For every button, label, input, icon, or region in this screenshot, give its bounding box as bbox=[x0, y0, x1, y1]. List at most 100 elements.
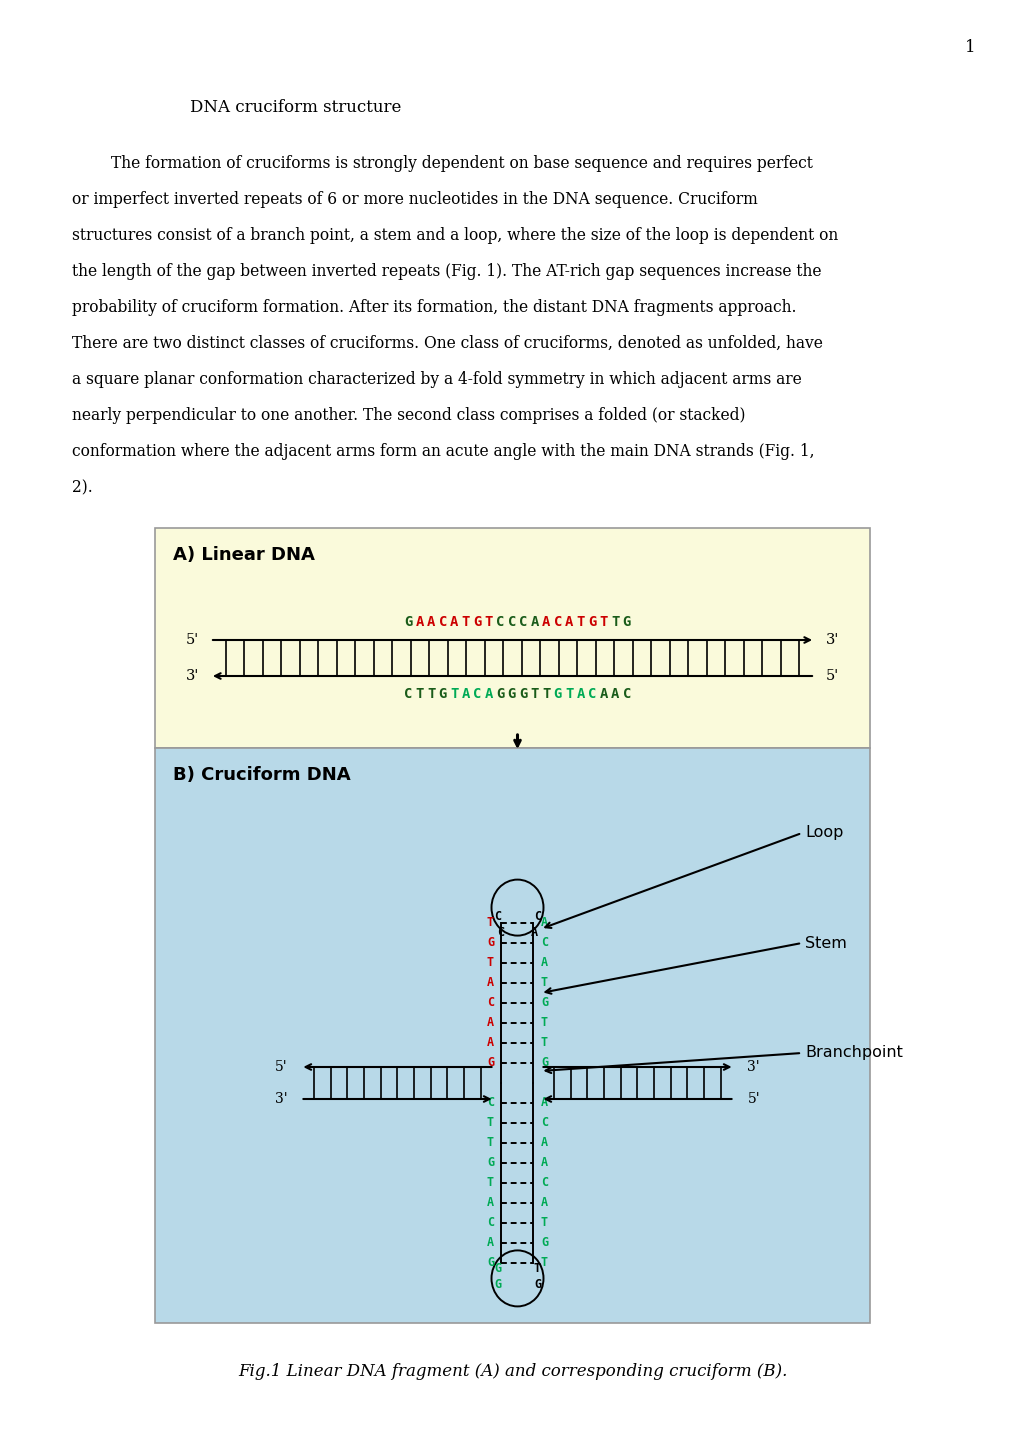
Text: G: G bbox=[438, 686, 446, 701]
Text: The formation of cruciforms is strongly dependent on base sequence and requires : The formation of cruciforms is strongly … bbox=[72, 154, 812, 172]
Text: T: T bbox=[540, 976, 547, 989]
Text: DNA cruciform structure: DNA cruciform structure bbox=[190, 99, 401, 117]
Text: A: A bbox=[486, 1197, 493, 1210]
Text: A: A bbox=[599, 686, 607, 701]
Text: 5': 5' bbox=[747, 1092, 759, 1106]
Text: A: A bbox=[540, 1156, 547, 1169]
Text: A: A bbox=[540, 1197, 547, 1210]
Text: structures consist of a branch point, a stem and a loop, where the size of the l: structures consist of a branch point, a … bbox=[72, 226, 838, 244]
Text: C: C bbox=[473, 686, 481, 701]
Text: the length of the gap between inverted repeats (Fig. 1). The AT-rich gap sequenc: the length of the gap between inverted r… bbox=[72, 262, 820, 280]
Text: A: A bbox=[484, 686, 492, 701]
Text: T: T bbox=[565, 686, 573, 701]
Text: G: G bbox=[486, 1057, 493, 1070]
Text: A: A bbox=[486, 1037, 493, 1050]
Text: T: T bbox=[533, 1263, 540, 1276]
Text: G: G bbox=[540, 996, 547, 1009]
Text: T: T bbox=[427, 686, 435, 701]
Text: A: A bbox=[486, 976, 493, 989]
Text: 3': 3' bbox=[185, 669, 199, 684]
Text: G: G bbox=[540, 1236, 547, 1250]
Text: T: T bbox=[486, 1177, 493, 1190]
Text: 5': 5' bbox=[825, 669, 839, 684]
Text: or imperfect inverted repeats of 6 or more nucleotides in the DNA sequence. Cruc: or imperfect inverted repeats of 6 or mo… bbox=[72, 190, 757, 208]
Text: T: T bbox=[484, 614, 492, 629]
Text: T: T bbox=[540, 1217, 547, 1230]
Text: A: A bbox=[576, 686, 584, 701]
Text: a square planar conformation characterized by a 4-fold symmetry in which adjacen: a square planar conformation characteriz… bbox=[72, 371, 801, 388]
Text: Branchpoint: Branchpoint bbox=[804, 1045, 902, 1060]
Text: A: A bbox=[531, 927, 538, 940]
Text: G: G bbox=[473, 614, 481, 629]
Text: C: C bbox=[553, 614, 561, 629]
Text: T: T bbox=[530, 686, 538, 701]
Text: A: A bbox=[462, 686, 470, 701]
Text: C: C bbox=[588, 686, 596, 701]
Text: G: G bbox=[486, 1256, 493, 1269]
Text: A: A bbox=[540, 1136, 547, 1149]
Text: C: C bbox=[486, 996, 493, 1009]
Text: A: A bbox=[530, 614, 538, 629]
Text: 3': 3' bbox=[747, 1060, 759, 1074]
Text: C: C bbox=[622, 686, 631, 701]
Text: T: T bbox=[540, 1037, 547, 1050]
Text: C: C bbox=[404, 686, 412, 701]
Text: T: T bbox=[486, 956, 493, 969]
Text: A: A bbox=[486, 1236, 493, 1250]
Text: 1: 1 bbox=[964, 39, 974, 56]
Text: G: G bbox=[588, 614, 596, 629]
Text: A: A bbox=[449, 614, 458, 629]
Text: C: C bbox=[486, 1096, 493, 1109]
Text: T: T bbox=[541, 686, 550, 701]
Text: G: G bbox=[540, 1057, 547, 1070]
Text: C: C bbox=[540, 1177, 547, 1190]
Text: 5': 5' bbox=[274, 1060, 287, 1074]
Text: A: A bbox=[565, 614, 573, 629]
Text: nearly perpendicular to one another. The second class comprises a folded (or sta: nearly perpendicular to one another. The… bbox=[72, 407, 745, 424]
Text: T: T bbox=[449, 686, 458, 701]
Text: A: A bbox=[427, 614, 435, 629]
Text: G: G bbox=[622, 614, 631, 629]
Text: G: G bbox=[553, 686, 561, 701]
Text: G: G bbox=[493, 1263, 500, 1276]
Text: T: T bbox=[462, 614, 470, 629]
Text: G: G bbox=[486, 1156, 493, 1169]
Text: A: A bbox=[540, 1096, 547, 1109]
Text: T: T bbox=[540, 1256, 547, 1269]
Text: There are two distinct classes of cruciforms. One class of cruciforms, denoted a: There are two distinct classes of crucif… bbox=[72, 335, 822, 352]
Text: 3': 3' bbox=[825, 633, 839, 647]
Text: probability of cruciform formation. After its formation, the distant DNA fragmen: probability of cruciform formation. Afte… bbox=[72, 298, 796, 316]
Text: C: C bbox=[495, 614, 504, 629]
Text: B) Cruciform DNA: B) Cruciform DNA bbox=[173, 766, 351, 784]
Text: C: C bbox=[540, 1116, 547, 1129]
Text: C: C bbox=[438, 614, 446, 629]
Text: Loop: Loop bbox=[804, 825, 843, 841]
Text: T: T bbox=[610, 614, 619, 629]
Text: G: G bbox=[493, 1279, 500, 1292]
Text: T: T bbox=[599, 614, 607, 629]
Text: T: T bbox=[486, 917, 493, 930]
Text: 2).: 2). bbox=[72, 479, 93, 496]
Text: conformation where the adjacent arms form an acute angle with the main DNA stran: conformation where the adjacent arms for… bbox=[72, 443, 814, 460]
Text: G: G bbox=[519, 686, 527, 701]
Text: Stem: Stem bbox=[804, 936, 846, 950]
Text: T: T bbox=[576, 614, 584, 629]
Text: G: G bbox=[404, 614, 412, 629]
Text: A: A bbox=[540, 956, 547, 969]
Text: A: A bbox=[541, 614, 550, 629]
Text: A: A bbox=[540, 917, 547, 930]
Text: C: C bbox=[486, 1217, 493, 1230]
Text: G: G bbox=[507, 686, 516, 701]
Text: C: C bbox=[519, 614, 527, 629]
Text: A) Linear DNA: A) Linear DNA bbox=[173, 547, 315, 564]
Text: T: T bbox=[486, 1136, 493, 1149]
Text: C: C bbox=[540, 936, 547, 949]
Text: T: T bbox=[415, 686, 424, 701]
Text: G: G bbox=[495, 686, 504, 701]
Text: T: T bbox=[540, 1017, 547, 1030]
Text: G: G bbox=[486, 936, 493, 949]
Text: C: C bbox=[507, 614, 516, 629]
Bar bbox=[155, 748, 869, 1322]
Text: A: A bbox=[415, 614, 424, 629]
Text: 5': 5' bbox=[185, 633, 199, 647]
